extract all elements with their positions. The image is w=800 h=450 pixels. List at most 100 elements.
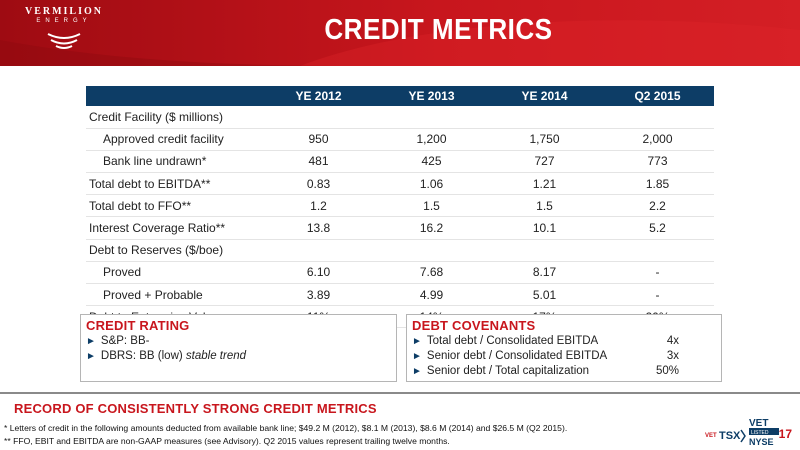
table-header-row: YE 2012 YE 2013 YE 2014 Q2 2015 [86,86,714,106]
table-cell: 3.89 [306,287,331,302]
table-cell [262,239,375,261]
row-label: Proved [103,265,142,280]
table-cell: - [655,265,660,280]
table-cell: 1,200 [416,132,447,147]
debt-covenants-box: DEBT COVENANTS ► Total debt / Consolidate… [406,314,722,382]
table-cell: 1.5 [423,198,440,213]
row-label: Interest Coverage Ratio** [89,221,226,236]
bullet-arrow-icon: ► [412,336,422,347]
table-cell: 425 [421,154,442,169]
rating-trend: stable trend [185,350,247,362]
page-title: CREDIT METRICS [323,14,552,46]
table-cell: 7.68 [419,265,444,280]
row-label: Total debt to EBITDA** [89,176,211,191]
record-heading: RECORD OF CONSISTENTLY STRONG CREDIT MET… [14,401,377,416]
table-cell: 727 [534,154,555,169]
table-cell [375,239,488,261]
column-header [86,86,262,106]
debt-covenants-heading: DEBT COVENANTS [412,318,536,333]
footnote-1: * Letters of credit in the following amo… [4,423,568,433]
table-cell: 8.17 [532,265,557,280]
logo-sub: ENERGY [36,18,92,24]
table-row: Bank line undrawn* 481 425 727 773 [86,150,714,173]
table-cell: 481 [308,154,329,169]
row-label: Bank line undrawn* [103,154,207,169]
debt-covenants-list: ► Total debt / Consolidated EBITDA 4x ► Sen… [412,335,721,380]
bullet-arrow-icon: ► [86,336,96,347]
list-item: ► Senior debt / Total capitalization 50% [412,365,721,380]
covenant-value: 3x [666,350,679,362]
table-cell: - [655,287,660,302]
table-cell: 13.8 [306,221,331,236]
bullet-arrow-icon: ► [412,351,422,362]
table-cell [488,106,601,128]
row-label: Approved credit facility [103,132,224,147]
table-cell: 950 [308,132,329,147]
page-number: 17 [778,427,792,441]
bullet-arrow-icon: ► [412,366,422,377]
tsx-nyse-ticker-logo: VET TSX VET LISTED NYSE [705,418,779,447]
table-cell [601,239,714,261]
table-cell [488,239,601,261]
table-cell [601,106,714,128]
ticker-vet: VET [749,418,768,429]
table-cell: 1.06 [419,176,444,191]
list-item: ► Total debt / Consolidated EBITDA 4x [412,335,721,350]
row-label: Proved + Probable [103,287,203,302]
bullet-arrow-icon: ► [86,351,96,362]
header-banner: VERMILION ENERGY CREDIT METRICS [0,0,800,66]
ticker-tsx: TSX [719,430,741,442]
covenant-text: Senior debt / Total capitalization [426,365,590,377]
table-cell: 1,750 [529,132,560,147]
column-header: YE 2012 [262,86,375,106]
ticker-nyse: NYSE [749,437,774,447]
credit-rating-list: ► S&P: BB- ► DBRS: BB (low) stable trend [86,335,396,365]
table-cell: 0.83 [306,176,331,191]
column-header: Q2 2015 [601,86,714,106]
table-row: Debt to Reserves ($/boe) [86,239,714,262]
table-cell: 5.01 [532,287,557,302]
vermilion-logo: VERMILION ENERGY [18,6,110,54]
table-row: Interest Coverage Ratio** 13.8 16.2 10.1… [86,217,714,240]
footnote-2: ** FFO, EBIT and EBITDA are non-GAAP mea… [4,436,450,446]
ticker-listed-badge [749,428,779,435]
rating-text: S&P: BB- [100,335,150,347]
table-row: Proved + Probable 3.89 4.99 5.01 - [86,284,714,306]
covenant-text: Senior debt / Consolidated EBITDA [426,350,608,362]
table-cell: 2.2 [649,198,666,213]
ticker-chevron-icon [740,429,746,443]
ticker-vet-small: VET [705,433,717,439]
table-cell: 1.2 [310,198,327,213]
table-cell: 6.10 [306,265,331,280]
table-cell: 1.85 [645,176,670,191]
divider [0,392,800,394]
credit-rating-heading: CREDIT RATING [86,318,190,333]
list-item: ► S&P: BB- [86,335,396,350]
column-header: YE 2014 [488,86,601,106]
table-cell: 5.2 [649,221,666,236]
ticker-listed: LISTED [751,430,769,436]
list-item: ► DBRS: BB (low) stable trend [86,350,396,365]
table-cell: 16.2 [419,221,444,236]
table-cell: 2,000 [642,132,673,147]
table-cell: 773 [647,154,668,169]
logo-word: VERMILION [24,6,103,17]
table-cell: 1.5 [536,198,553,213]
covenant-text: Total debt / Consolidated EBITDA [426,335,599,347]
credit-rating-box: CREDIT RATING ► S&P: BB- ► DBRS: BB (low) … [80,314,397,382]
table-cell: 10.1 [532,221,557,236]
covenant-value: 4x [666,335,679,347]
logo-wave-icon [47,33,81,49]
table-cell [375,106,488,128]
header-swoosh-decoration [0,20,800,66]
row-label: Credit Facility ($ millions) [89,109,224,124]
credit-metrics-table: YE 2012 YE 2013 YE 2014 Q2 2015 Credit F… [86,86,714,328]
row-label: Debt to Reserves ($/boe) [89,243,224,258]
column-header: YE 2013 [375,86,488,106]
table-row: Total debt to FFO** 1.2 1.5 1.5 2.2 [86,195,714,217]
table-row: Credit Facility ($ millions) [86,106,714,129]
table-row: Proved 6.10 7.68 8.17 - [86,261,714,284]
table-cell: 1.21 [532,176,557,191]
table-cell [262,106,375,128]
table-row: Approved credit facility 950 1,200 1,750… [86,128,714,151]
